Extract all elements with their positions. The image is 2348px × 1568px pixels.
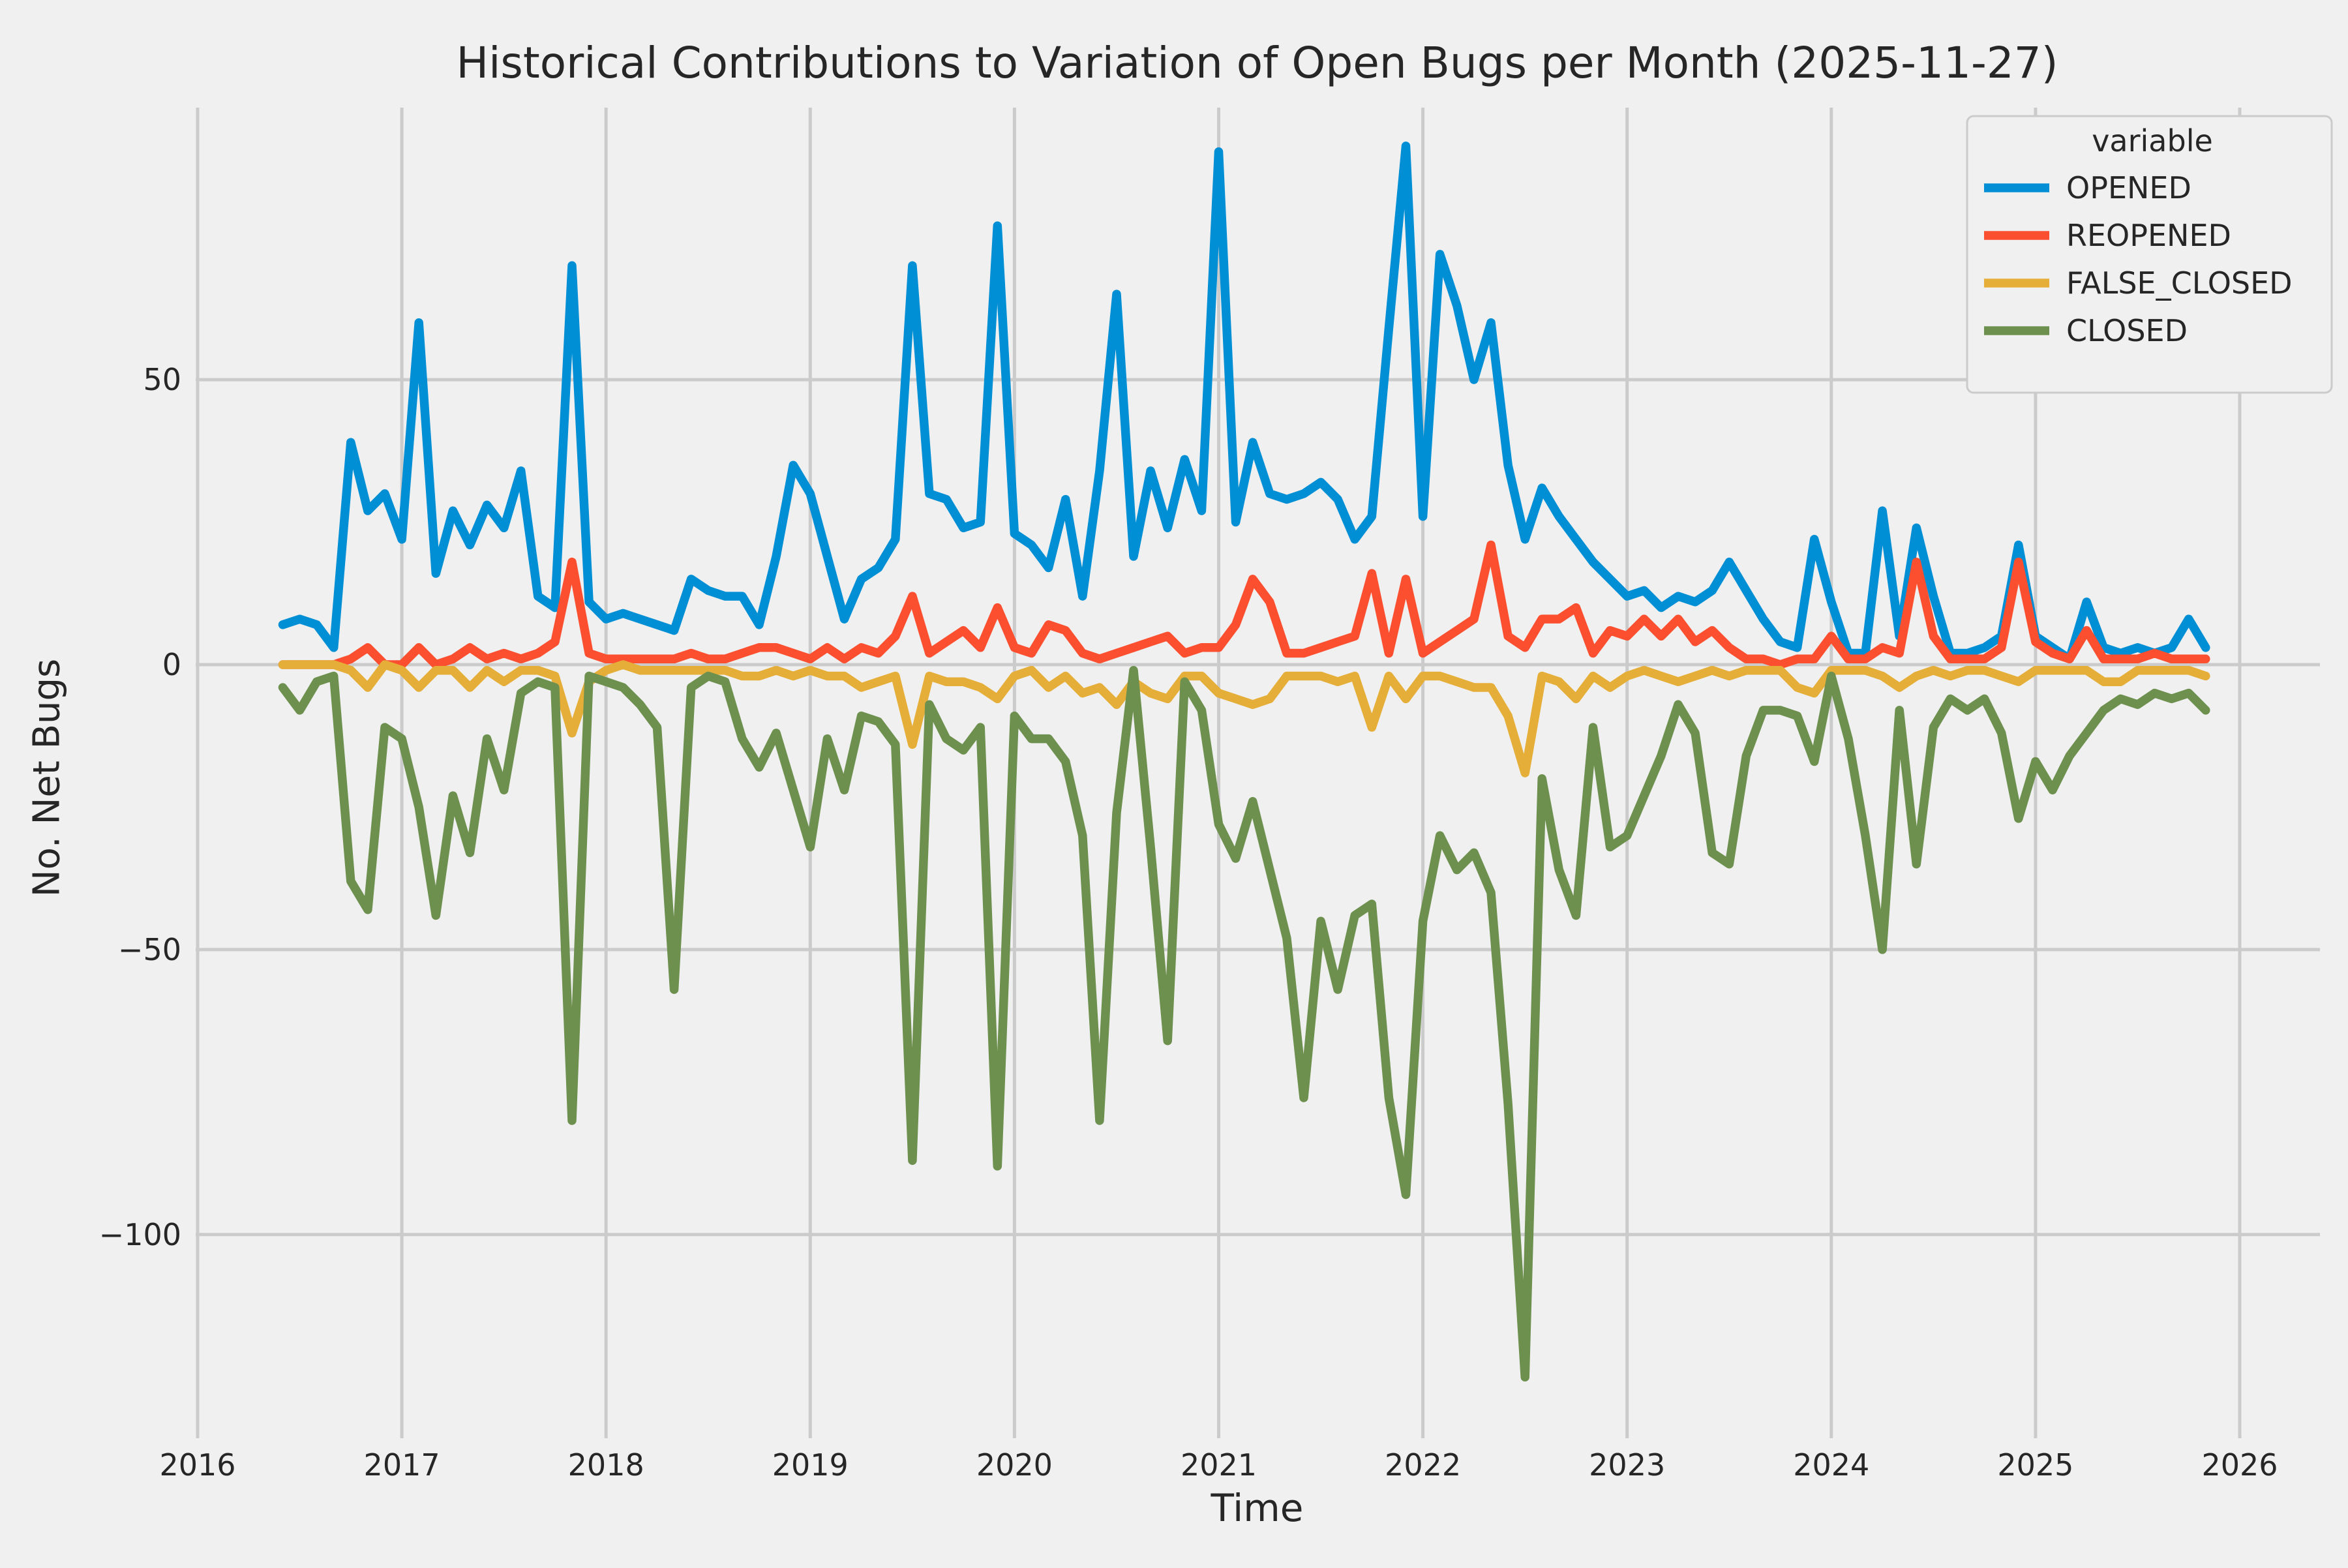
y-tick-label: 0	[162, 647, 181, 682]
legend-box	[1966, 115, 2333, 394]
x-tick-label: 2020	[976, 1447, 1053, 1483]
x-tick-label: 2018	[568, 1447, 644, 1483]
series-line-reopened	[278, 540, 2210, 669]
y-axis-label: No. Net Bugs	[25, 658, 68, 897]
series-lines	[278, 142, 2210, 1382]
y-tick-label: −50	[118, 932, 181, 967]
tick-labels: 2016 2017 2018 2019 2020 2021 2022 2023 2024 2025…	[99, 362, 2278, 1483]
legend-label-reopened: REOPENED	[2066, 218, 2231, 253]
x-axis-label: Time	[1211, 1486, 1304, 1530]
x-tick-label: 2021	[1181, 1447, 1257, 1483]
legend: variable OPENED REOPENED FALSE_CLOSED CLOSED	[1966, 115, 2333, 394]
x-tick-label: 2016	[159, 1447, 235, 1483]
series-line-opened	[278, 142, 2210, 664]
x-tick-label: 2026	[2201, 1447, 2278, 1483]
x-tick-label: 2017	[364, 1447, 440, 1483]
y-tick-label: 50	[143, 362, 181, 397]
x-tick-label: 2019	[772, 1447, 849, 1483]
legend-label-closed: CLOSED	[2066, 313, 2188, 348]
legend-title: variable	[2092, 123, 2213, 158]
x-tick-label: 2025	[1997, 1447, 2073, 1483]
chart-title: Historical Contributions to Variation of…	[456, 38, 2058, 88]
y-tick-label: −100	[99, 1217, 181, 1252]
legend-label-false_closed: FALSE_CLOSED	[2066, 265, 2293, 301]
x-tick-label: 2023	[1589, 1447, 1665, 1483]
series-line-closed	[278, 665, 2210, 1382]
legend-label-opened: OPENED	[2066, 170, 2191, 205]
x-tick-label: 2022	[1385, 1447, 1461, 1483]
x-tick-label: 2024	[1793, 1447, 1869, 1483]
series-line-false_closed	[278, 660, 2210, 777]
